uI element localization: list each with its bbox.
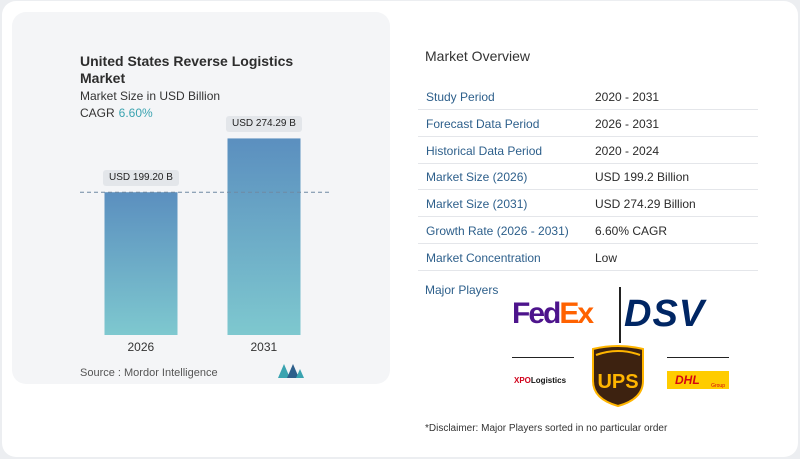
dhl-logo: DHL Group — [667, 371, 729, 389]
dhl-logo-text: DHL — [675, 373, 700, 387]
xpo-logo-mark: XPO — [514, 376, 531, 385]
x-tick-label: 2026 — [127, 340, 155, 354]
logo-divider-vertical — [619, 287, 621, 343]
xpo-logistics-logo: XPOLogistics — [514, 376, 566, 385]
dsv-logo: DSV — [624, 293, 706, 335]
overview-row-label: Market Size (2026) — [426, 170, 528, 185]
chart-source: Source : Mordor Intelligence — [80, 367, 218, 379]
overview-row-value: USD 199.2 Billion — [595, 170, 690, 185]
overview-row-value: 2020 - 2031 — [595, 90, 660, 104]
chart-cagr: CAGR 6.60% — [80, 106, 153, 120]
disclaimer: *Disclaimer: Major Players sorted in no … — [425, 423, 668, 434]
overview-row-label: Study Period — [426, 90, 495, 104]
overview-row-label: Forecast Data Period — [426, 116, 540, 131]
fedex-logo-ex: Ex — [559, 297, 594, 330]
overview-row: Study Period 2020 - 2031 — [418, 84, 758, 110]
overview-title: Market Overview — [425, 48, 531, 64]
overview-row: Historical Data Period 2020 - 2024 — [418, 138, 758, 164]
ups-logo-text: UPS — [597, 371, 638, 393]
chart-subtitle: Market Size in USD Billion — [80, 89, 221, 103]
data-label: USD 274.29 B — [226, 116, 302, 133]
overview-row-value: 6.60% CAGR — [595, 224, 668, 238]
overview-row: Market Size (2031) USD 274.29 Billion — [418, 191, 758, 218]
overview-row: Market Concentration Low — [418, 245, 758, 271]
logo-divider-left — [512, 357, 574, 358]
overview-row: Market Size (2026) USD 199.2 Billion — [418, 164, 758, 191]
xpo-logo-text: Logistics — [530, 376, 567, 385]
cagr-value: 6.60% — [118, 106, 153, 120]
dhl-logo-subtext: Group — [711, 383, 725, 389]
cagr-label: CAGR — [80, 106, 115, 120]
bar-2031 — [227, 138, 301, 335]
chart-title: United States Reverse Logistics Market — [80, 53, 294, 86]
logo-divider-right — [667, 357, 729, 358]
overview-row-label: Market Concentration — [426, 250, 541, 265]
major-players-title: Major Players — [425, 283, 499, 297]
bar-chart — [80, 138, 330, 335]
overview-row: Forecast Data Period 2026 - 2031 — [418, 111, 758, 137]
data-label: USD 199.20 B — [103, 170, 179, 187]
overview-row-value: 2026 - 2031 — [595, 116, 660, 131]
overview-row: Growth Rate (2026 - 2031) 6.60% CAGR — [418, 218, 758, 244]
fedex-logo-fed: Fed — [512, 297, 561, 330]
chart-card — [12, 12, 390, 384]
overview-row-value: USD 274.29 Billion — [595, 197, 696, 212]
fedex-logo: FedEx — [512, 296, 594, 332]
overview-row-label: Growth Rate (2026 - 2031) — [426, 224, 569, 238]
overview-row-label: Market Size (2031) — [426, 197, 528, 212]
overview-row-label: Historical Data Period — [426, 143, 543, 158]
mordor-logo-icon — [278, 364, 304, 378]
ups-logo: UPS — [592, 345, 644, 407]
x-tick-label: 2031 — [250, 340, 278, 354]
overview-row-value: Low — [595, 250, 618, 265]
overview-row-value: 2020 - 2024 — [595, 143, 660, 158]
bar-2026 — [104, 192, 178, 335]
